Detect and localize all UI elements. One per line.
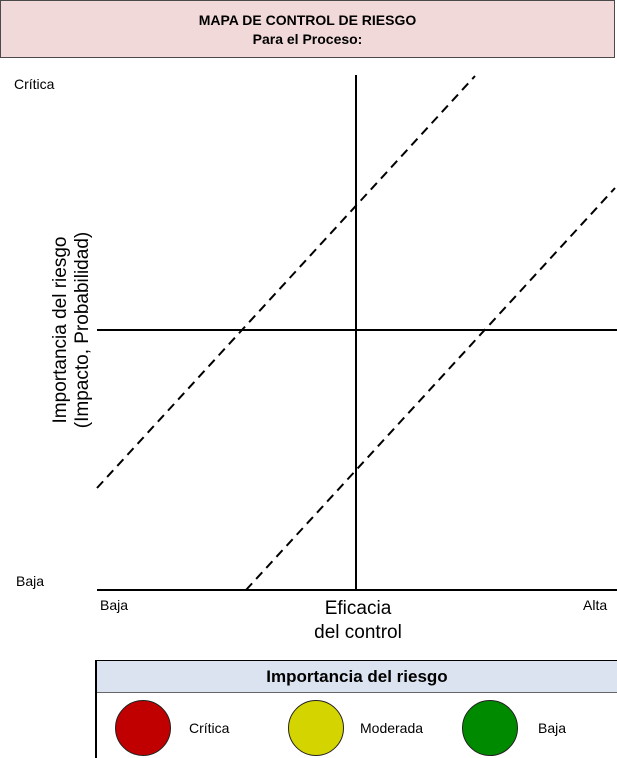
- x-axis-title: Eficacia del control: [258, 597, 458, 645]
- x-axis-title-line1: Eficacia: [324, 598, 392, 619]
- legend-title: Importancia del riesgo: [97, 661, 617, 693]
- y-axis-bottom-label: Baja: [16, 573, 45, 589]
- y-axis-top-label: Crítica: [14, 76, 55, 92]
- control-map-plot: [96, 75, 617, 591]
- legend-swatch-moderada: [288, 700, 344, 756]
- upper-dashed-threshold: [96, 75, 476, 489]
- header-title: MAPA DE CONTROL DE RIESGO: [198, 12, 417, 28]
- x-axis-right-label: Alta: [583, 597, 608, 613]
- legend: Importancia del riesgo Crítica Moderada …: [95, 660, 617, 758]
- header-subtitle: Para el Proceso:: [252, 31, 363, 47]
- legend-swatch-critica: [115, 700, 171, 756]
- legend-label-baja: Baja: [538, 720, 567, 736]
- legend-swatch-baja: [462, 700, 518, 756]
- x-axis-title-line2: del control: [314, 622, 402, 643]
- legend-label-moderada: Moderada: [360, 720, 424, 736]
- lower-dashed-threshold: [245, 187, 616, 591]
- header-banner: MAPA DE CONTROL DE RIESGO Para el Proces…: [0, 0, 615, 58]
- legend-label-critica: Crítica: [189, 720, 230, 736]
- x-axis-left-label: Baja: [100, 597, 129, 613]
